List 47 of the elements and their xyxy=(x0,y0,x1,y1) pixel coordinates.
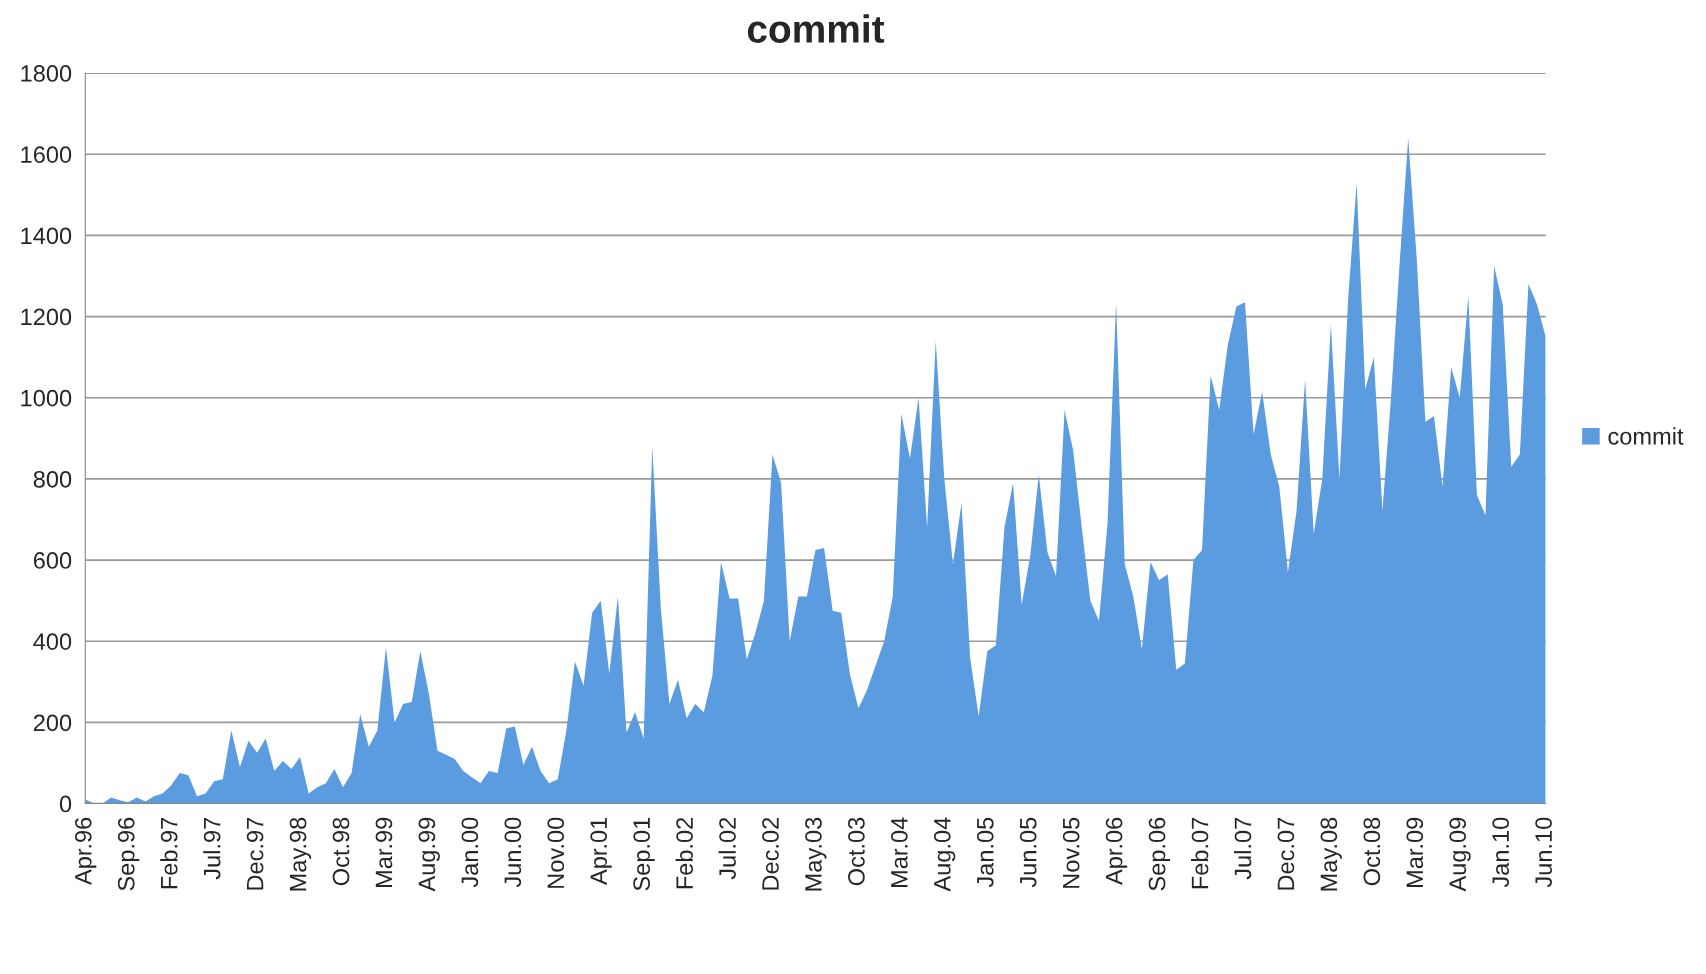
y-tick-label: 800 xyxy=(33,470,72,488)
x-tick-label: Jan.10 xyxy=(1492,817,1510,888)
x-tick-label: Apr.01 xyxy=(590,817,612,885)
x-tick-label: Dec.07 xyxy=(1277,817,1295,890)
x-tick-label: Dec.02 xyxy=(762,817,779,890)
x-tick-label: Mar.99 xyxy=(375,817,393,887)
x-tick-label: Jul.07 xyxy=(1233,817,1252,880)
y-tick-label: 0 xyxy=(59,795,72,813)
x-tick-label: May.03 xyxy=(805,817,827,891)
x-tick-label: Aug.09 xyxy=(1449,817,1471,892)
x-tick-label: Apr.96 xyxy=(74,817,97,885)
x-tick-label: Mar.04 xyxy=(890,817,908,887)
y-tick-label: 1200 xyxy=(21,308,72,326)
y-tick-label: 600 xyxy=(33,552,72,569)
y-tick-label: 1000 xyxy=(21,389,72,407)
x-tick-label: Apr.06 xyxy=(1105,817,1128,885)
chart-title: commit xyxy=(747,14,885,43)
y-tick-label: 1600 xyxy=(21,146,72,163)
x-tick-label: Oct.03 xyxy=(848,817,865,886)
x-tick-label: Sep.01 xyxy=(633,817,655,891)
x-tick-label: Jun.10 xyxy=(1535,817,1552,888)
x-tick-label: Nov.00 xyxy=(547,817,565,888)
y-tick-label: 1400 xyxy=(21,227,72,245)
x-tick-label: May.98 xyxy=(289,817,312,891)
x-tick-label: Feb.97 xyxy=(160,817,178,889)
x-tick-label: Feb.02 xyxy=(675,817,693,889)
y-tick-label: 1800 xyxy=(21,65,72,82)
x-tick-label: Nov.05 xyxy=(1062,817,1080,888)
x-tick-label: Jul.02 xyxy=(718,817,736,880)
x-tick-label: Dec.97 xyxy=(246,817,264,890)
x-tick-label: Feb.07 xyxy=(1191,817,1209,889)
x-tick-label: Sep.06 xyxy=(1148,817,1171,891)
x-tick-label: Jun.05 xyxy=(1019,817,1037,888)
x-tick-label: Oct.08 xyxy=(1363,817,1381,886)
x-tick-label: Jun.00 xyxy=(504,817,522,888)
x-tick-label: Oct.98 xyxy=(332,817,350,886)
y-tick-label: 400 xyxy=(33,633,72,650)
x-tick-label: Jan.05 xyxy=(976,817,994,888)
x-tick-label: May.08 xyxy=(1320,817,1342,891)
legend-label: commit xyxy=(1608,427,1684,445)
x-tick-label: Mar.09 xyxy=(1406,817,1424,887)
x-tick-label: Jul.97 xyxy=(203,817,221,880)
x-tick-label: Aug.04 xyxy=(933,817,956,892)
y-tick-label: 200 xyxy=(33,714,72,732)
x-tick-label: Sep.96 xyxy=(117,817,140,891)
x-tick-label: Jan.00 xyxy=(461,817,479,888)
x-tick-label: Aug.99 xyxy=(418,817,440,892)
